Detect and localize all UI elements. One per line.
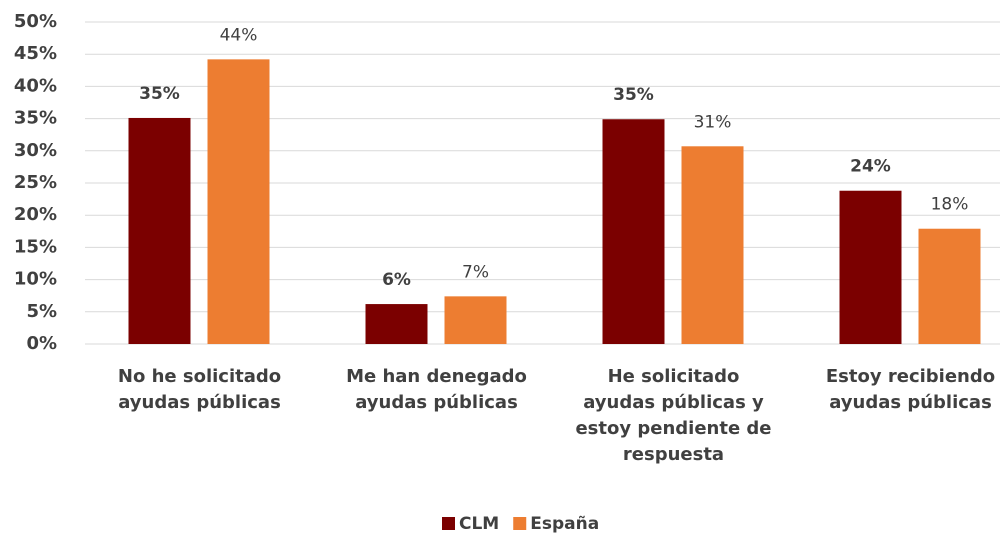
bar xyxy=(839,190,902,344)
bar xyxy=(681,146,744,344)
bar xyxy=(207,59,270,345)
bar xyxy=(602,119,665,344)
x-tick-label: No he solicitado ayudas públicas xyxy=(117,366,282,413)
y-tick-label: 15% xyxy=(14,236,57,257)
data-label: 44% xyxy=(220,25,258,45)
y-tick-label: 45% xyxy=(14,43,57,64)
data-label: 7% xyxy=(462,262,489,282)
data-label: 24% xyxy=(850,157,891,177)
y-tick-label: 35% xyxy=(14,108,57,129)
data-label: 35% xyxy=(613,85,654,105)
bar xyxy=(128,117,191,345)
data-label: 6% xyxy=(382,270,411,290)
x-tick-label: He solicitado ayudas públicas y estoy pe… xyxy=(575,366,772,465)
data-label: 31% xyxy=(694,112,732,132)
legend-swatch xyxy=(513,517,527,530)
y-tick-label: 20% xyxy=(14,204,57,225)
bar xyxy=(444,296,507,344)
y-tick-label: 10% xyxy=(14,269,57,290)
legend-swatch xyxy=(442,517,455,530)
y-tick-label: 0% xyxy=(26,333,57,354)
bar xyxy=(365,304,428,344)
y-tick-label: 25% xyxy=(14,172,57,193)
x-tick-label: Estoy recibiendo ayudas públicas xyxy=(825,366,996,413)
legend-label: España xyxy=(530,514,599,534)
bar xyxy=(918,228,981,344)
data-label: 35% xyxy=(139,84,180,104)
data-label: 18% xyxy=(931,195,969,215)
y-tick-label: 5% xyxy=(26,301,57,322)
legend-label: CLM xyxy=(459,514,499,534)
x-tick-label: Me han denegado ayudas públicas xyxy=(346,366,527,413)
y-tick-label: 30% xyxy=(14,140,57,161)
y-tick-label: 50% xyxy=(14,11,57,32)
y-tick-label: 40% xyxy=(14,75,57,96)
